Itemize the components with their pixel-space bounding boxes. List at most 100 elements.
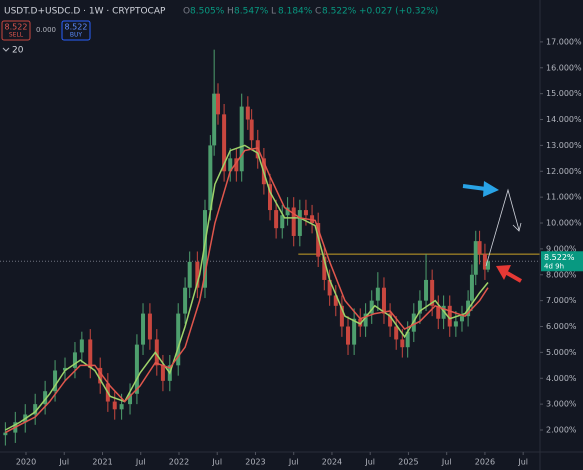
candle-body: [469, 274, 474, 301]
candle-body: [195, 261, 200, 288]
candle-body: [79, 339, 84, 353]
candle-body: [147, 313, 152, 340]
candle-body: [128, 393, 133, 405]
candle-body: [285, 207, 290, 216]
candle-body: [215, 93, 220, 115]
candle-body: [222, 114, 227, 172]
x-tick-label: 2026: [475, 458, 495, 467]
projection-arrowhead: [512, 222, 522, 232]
x-tick-label: Jul: [288, 458, 299, 467]
ohlc-value: 8.547%: [234, 7, 269, 17]
candle-body: [3, 432, 8, 436]
y-tick-label: 16.000%: [546, 63, 582, 72]
plot-area: [0, 49, 540, 446]
candle-body: [459, 316, 464, 322]
sell-price: 8.522: [5, 23, 28, 32]
candle-body: [381, 287, 386, 314]
blue-arrow: [462, 184, 487, 191]
candle-body: [249, 119, 254, 141]
candle-body: [212, 93, 217, 146]
indicator-length: 20: [12, 46, 24, 56]
candle-body: [430, 279, 435, 306]
ohlc-legend: O 8.505% H 8.547% L 8.184% C 8.522% +0.027 (+0.3…: [183, 7, 438, 17]
y-tick-label: 17.000%: [546, 37, 582, 46]
spread: 0.000: [36, 26, 56, 34]
candle-body: [322, 256, 327, 280]
x-tick-label: 2024: [322, 458, 342, 467]
y-tick-label: 2.000%: [546, 426, 577, 435]
x-tick-label: Jul: [441, 458, 452, 467]
candle-body: [447, 305, 452, 327]
candle-body: [176, 313, 181, 366]
candle-body: [303, 210, 308, 216]
candle-body: [297, 210, 302, 236]
y-tick-label: 9.000%: [546, 244, 577, 253]
projection-path: [485, 188, 520, 267]
candle-body: [333, 295, 338, 306]
candle-body: [485, 261, 490, 270]
buy-price: 8.522: [65, 23, 88, 32]
buy-button[interactable]: [61, 20, 91, 41]
candle-body: [436, 305, 441, 319]
ma-line: [5, 147, 489, 434]
y-tick-label: 3.000%: [546, 400, 577, 409]
last-price-box: [541, 251, 583, 272]
ohlc-key: L: [271, 7, 276, 17]
candle-body: [424, 279, 429, 301]
candle-body: [339, 305, 344, 327]
candle-body: [417, 300, 422, 314]
x-tick-label: Jul: [135, 458, 146, 467]
x-tick-label: 2021: [92, 458, 112, 467]
candle-body: [154, 339, 159, 366]
y-tick-label: 13.000%: [546, 141, 582, 150]
ohlc-value: 8.505%: [190, 7, 225, 17]
candle-body: [394, 326, 399, 340]
y-tick-label: 4.000%: [546, 374, 577, 383]
candle-body: [228, 158, 233, 172]
y-tick-label: 14.000%: [546, 115, 582, 124]
candle-body: [369, 300, 374, 314]
sell-button[interactable]: [1, 20, 31, 41]
candle-body: [43, 391, 48, 405]
ohlc-key: H: [227, 7, 234, 17]
x-tick-label: Jul: [517, 458, 528, 467]
candle-body: [239, 106, 244, 172]
candle-body: [160, 365, 165, 381]
ohlc-value: 8.522%: [322, 7, 357, 17]
red-arrow: [506, 271, 522, 283]
candle-body: [63, 367, 68, 371]
candle-body: [473, 241, 478, 275]
ohlc-key: C: [315, 7, 321, 17]
red-arrowhead: [496, 265, 511, 280]
candle-body: [72, 352, 77, 368]
candle-body: [202, 210, 207, 288]
candle-body: [310, 215, 315, 224]
ohlc-key: O: [183, 7, 190, 17]
x-tick-label: Jul: [58, 458, 69, 467]
candle-body: [274, 210, 279, 229]
candle-body: [187, 261, 192, 288]
y-tick-label: 15.000%: [546, 89, 582, 98]
candle-body: [453, 321, 458, 327]
candle-body: [134, 344, 139, 394]
candle-body: [352, 318, 357, 345]
candle-body: [234, 158, 239, 172]
candle-body: [98, 367, 103, 384]
candle-body: [88, 339, 93, 368]
indicator-toggle[interactable]: [2, 47, 10, 52]
x-tick-label: Jul: [364, 458, 375, 467]
y-tick-label: 11.000%: [546, 193, 582, 202]
candle-body: [53, 370, 58, 392]
candle-body: [119, 404, 124, 410]
candle-body: [208, 145, 213, 211]
candle-body: [327, 279, 332, 296]
ohlc-change: +0.027 (+0.32%): [359, 7, 438, 17]
y-tick-label: 10.000%: [546, 219, 582, 228]
candle-body: [388, 313, 393, 327]
candle-body: [363, 313, 368, 327]
y-tick-label: 12.000%: [546, 167, 582, 176]
candle-body: [268, 184, 272, 211]
last-price-countdown: 4d 9h: [544, 262, 564, 270]
